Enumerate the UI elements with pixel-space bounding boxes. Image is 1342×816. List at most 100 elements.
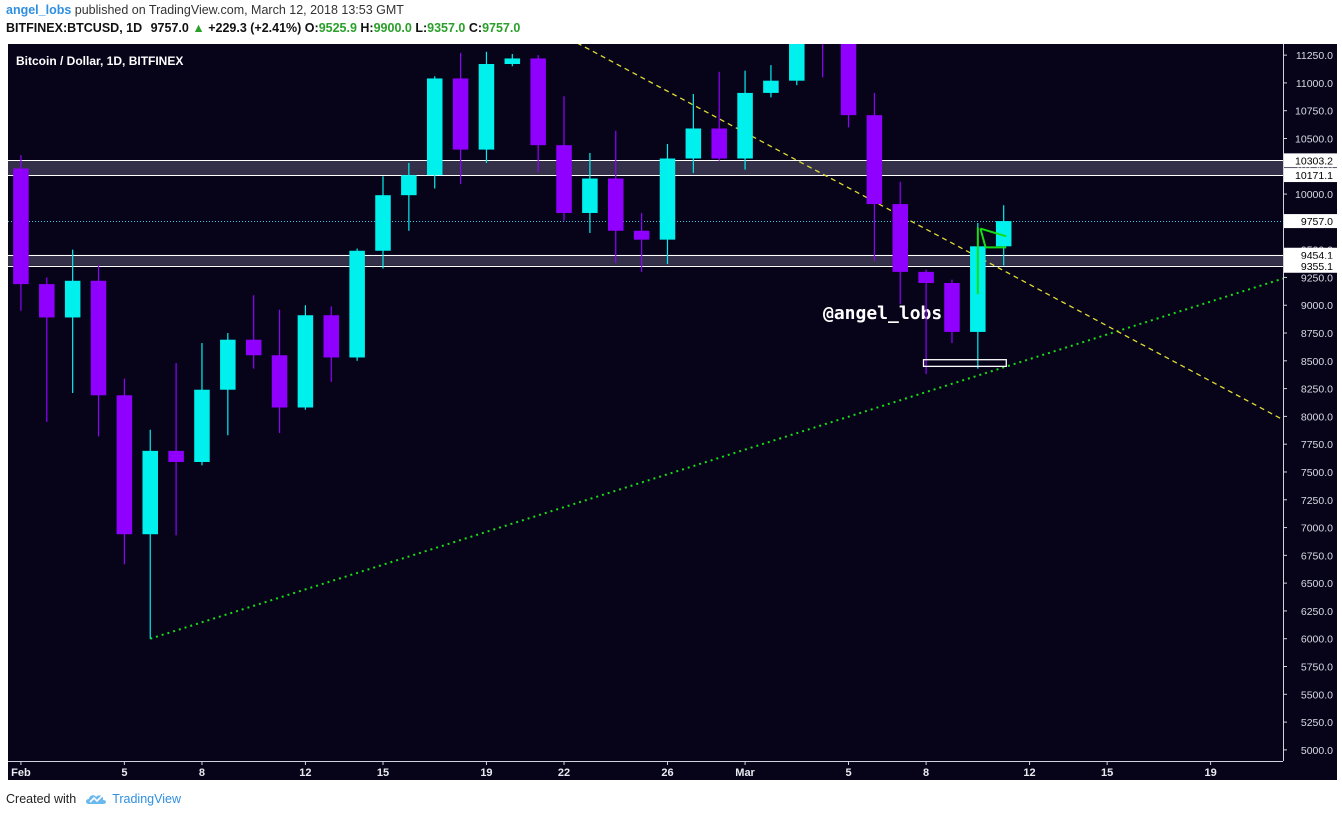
drawn-mark-1[interactable] bbox=[979, 228, 987, 248]
candle-body bbox=[582, 178, 598, 213]
candle-body bbox=[452, 78, 469, 150]
range-box[interactable] bbox=[922, 359, 1007, 368]
candle-body bbox=[789, 44, 805, 81]
y-tick-label: 5000.0 bbox=[1301, 745, 1333, 757]
axis-label-bg bbox=[1284, 247, 1337, 262]
axis-label-bg bbox=[1284, 168, 1337, 183]
resistance-trendline[interactable] bbox=[577, 43, 1283, 421]
x-tick-label: 12 bbox=[299, 767, 311, 779]
x-tick-label: Mar bbox=[735, 767, 755, 779]
candle[interactable] bbox=[64, 249, 81, 394]
y-tick-label: 8000.0 bbox=[1301, 411, 1333, 423]
footer: Created with TradingView bbox=[6, 790, 181, 808]
candle[interactable] bbox=[556, 96, 572, 221]
chart-title: Bitcoin / Dollar, 1D, BITFINEX bbox=[16, 54, 183, 68]
candle[interactable] bbox=[582, 152, 598, 233]
candle[interactable] bbox=[116, 378, 133, 565]
candle[interactable] bbox=[39, 277, 55, 422]
x-tick-label: 26 bbox=[661, 767, 673, 779]
candle[interactable] bbox=[815, 27, 831, 78]
high-value: 9900.0 bbox=[373, 21, 412, 35]
candle[interactable] bbox=[271, 309, 288, 434]
axis-label-text: 9757.0 bbox=[1301, 216, 1333, 228]
candle[interactable] bbox=[401, 162, 417, 231]
candle[interactable] bbox=[530, 55, 546, 172]
candle[interactable] bbox=[220, 333, 236, 436]
candle[interactable] bbox=[711, 71, 727, 161]
axis-label-text: 10303.2 bbox=[1295, 155, 1333, 167]
x-tick-label: Feb bbox=[11, 767, 31, 779]
price-axis[interactable] bbox=[1283, 44, 1337, 761]
candle[interactable] bbox=[685, 94, 702, 173]
candle-body bbox=[556, 145, 572, 213]
candle-body bbox=[995, 221, 1012, 247]
low-value: 9357.0 bbox=[427, 21, 466, 35]
candle[interactable] bbox=[918, 269, 934, 375]
candle[interactable] bbox=[452, 52, 469, 185]
candle[interactable] bbox=[245, 295, 262, 369]
plot-area: @angel_lobs bbox=[8, 27, 1283, 640]
candle-body bbox=[530, 58, 546, 146]
candle[interactable] bbox=[90, 265, 107, 437]
y-tick-label: 9000.0 bbox=[1301, 300, 1333, 312]
x-tick-label: 5 bbox=[121, 767, 127, 779]
published-text: published on TradingView.com, March 12, … bbox=[74, 3, 404, 17]
y-tick-label: 5750.0 bbox=[1301, 662, 1333, 674]
candle[interactable] bbox=[608, 130, 624, 263]
candle[interactable] bbox=[866, 92, 883, 261]
time-axis[interactable] bbox=[8, 761, 1337, 780]
candle[interactable] bbox=[349, 248, 365, 361]
candle-body bbox=[323, 315, 340, 358]
support-trendline[interactable] bbox=[149, 277, 1283, 640]
candle-body bbox=[297, 315, 314, 408]
high-label: H: bbox=[360, 21, 374, 35]
candle[interactable] bbox=[168, 363, 184, 536]
y-tick-label: 7500.0 bbox=[1301, 467, 1333, 479]
candle[interactable] bbox=[659, 144, 676, 265]
candle[interactable] bbox=[504, 54, 521, 67]
level-axis-label: 9454.1 bbox=[1284, 247, 1337, 262]
candle[interactable] bbox=[297, 305, 314, 410]
candle[interactable] bbox=[737, 70, 753, 170]
y-tick-label: 10000.0 bbox=[1295, 189, 1333, 201]
axis-label-bg bbox=[1284, 153, 1337, 168]
candle[interactable] bbox=[892, 181, 908, 305]
candle-body bbox=[142, 450, 158, 535]
candle[interactable] bbox=[13, 155, 29, 311]
candle-body bbox=[918, 271, 934, 283]
candle[interactable] bbox=[142, 429, 158, 639]
candle-body bbox=[504, 58, 521, 65]
candle-body bbox=[64, 280, 81, 318]
open-label: O: bbox=[304, 21, 319, 35]
candle[interactable] bbox=[323, 306, 340, 382]
candle-body bbox=[944, 283, 960, 332]
axis-label-bg bbox=[1284, 214, 1337, 229]
candle-body bbox=[659, 158, 676, 240]
candle-body bbox=[401, 175, 417, 196]
candle[interactable] bbox=[426, 76, 443, 189]
zone-1 bbox=[8, 254, 1283, 266]
candle-body bbox=[375, 195, 391, 251]
candle-body bbox=[426, 78, 443, 176]
y-tick-label: 11250.0 bbox=[1296, 50, 1333, 62]
last-price: 9757.0 bbox=[150, 21, 189, 35]
candle[interactable] bbox=[763, 65, 779, 98]
x-tick-label: 8 bbox=[923, 767, 929, 779]
author-link[interactable]: angel_lobs bbox=[6, 3, 72, 17]
candle[interactable] bbox=[840, 27, 857, 128]
candle[interactable] bbox=[944, 279, 960, 344]
tradingview-link[interactable]: TradingView bbox=[112, 792, 181, 806]
candle-body bbox=[349, 250, 365, 358]
candle-body bbox=[608, 178, 624, 231]
x-tick-label: 12 bbox=[1023, 767, 1035, 779]
candlestick-chart[interactable]: @angel_lobs Bitcoin / Dollar, 1D, BITFINE… bbox=[0, 0, 1342, 782]
price-change: +229.3 (+2.41%) bbox=[208, 21, 302, 35]
drawn-mark-0[interactable] bbox=[980, 227, 1007, 238]
candle[interactable] bbox=[478, 51, 495, 163]
candle[interactable] bbox=[375, 176, 391, 269]
candle[interactable] bbox=[194, 343, 210, 466]
y-tick-label: 6500.0 bbox=[1301, 578, 1333, 590]
candle[interactable] bbox=[789, 27, 805, 86]
candle[interactable] bbox=[633, 212, 650, 272]
y-tick-label: 8750.0 bbox=[1301, 328, 1333, 340]
